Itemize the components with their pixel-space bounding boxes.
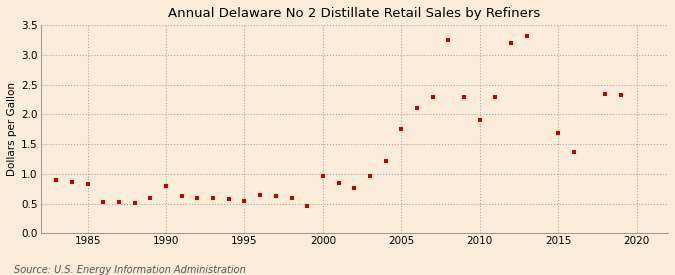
Point: [553, 131, 564, 135]
Point: [302, 204, 313, 208]
Point: [475, 118, 485, 123]
Point: [192, 196, 202, 200]
Title: Annual Delaware No 2 Distillate Retail Sales by Refiners: Annual Delaware No 2 Distillate Retail S…: [168, 7, 541, 20]
Point: [412, 106, 423, 111]
Point: [161, 183, 171, 188]
Point: [568, 150, 579, 154]
Point: [223, 197, 234, 202]
Point: [364, 174, 375, 178]
Y-axis label: Dollars per Gallon: Dollars per Gallon: [7, 82, 17, 176]
Point: [208, 196, 219, 200]
Text: Source: U.S. Energy Information Administration: Source: U.S. Energy Information Administ…: [14, 265, 245, 275]
Point: [129, 201, 140, 205]
Point: [254, 193, 265, 197]
Point: [317, 174, 328, 178]
Point: [443, 37, 454, 42]
Point: [506, 41, 516, 45]
Point: [145, 196, 156, 200]
Point: [67, 179, 78, 184]
Point: [349, 185, 360, 190]
Point: [82, 182, 93, 186]
Point: [396, 127, 407, 131]
Point: [176, 194, 187, 198]
Point: [600, 91, 611, 96]
Point: [333, 181, 344, 185]
Point: [239, 198, 250, 203]
Point: [271, 194, 281, 198]
Point: [490, 94, 501, 99]
Point: [113, 200, 124, 204]
Point: [98, 200, 109, 205]
Point: [380, 159, 391, 164]
Point: [51, 178, 61, 183]
Point: [616, 93, 626, 97]
Point: [286, 196, 297, 200]
Point: [427, 94, 438, 99]
Point: [459, 94, 470, 99]
Point: [522, 34, 533, 38]
